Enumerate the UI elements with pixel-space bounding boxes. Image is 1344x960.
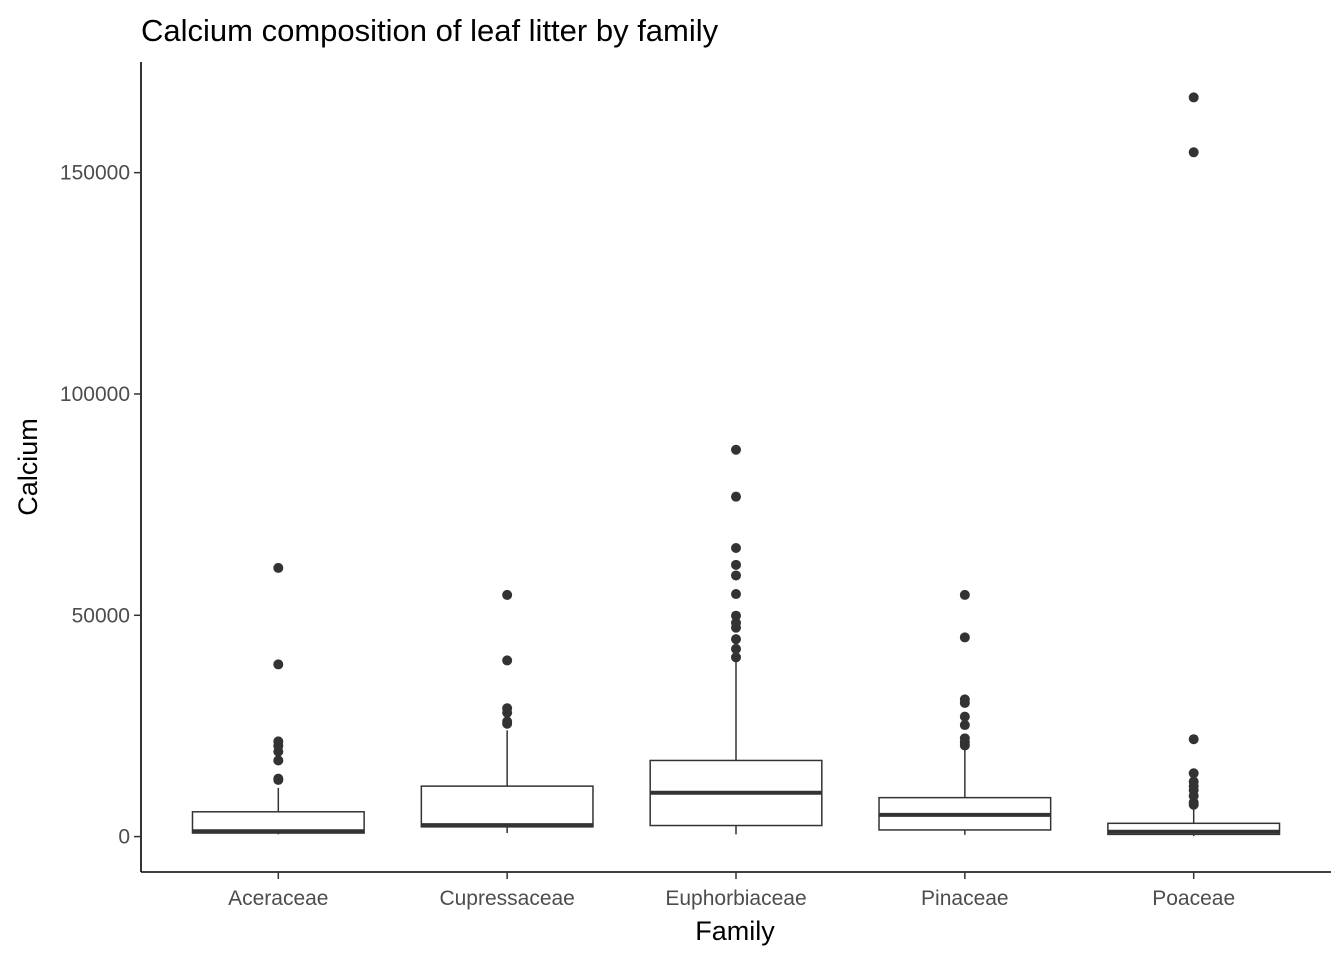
outlier-point: [959, 694, 970, 705]
box-cupressaceae: [420, 589, 594, 834]
outlier-point: [273, 755, 284, 766]
box-aceraceae: [191, 562, 365, 835]
outlier-point: [959, 720, 970, 731]
outlier-point: [959, 589, 970, 600]
outlier-point: [502, 716, 513, 727]
outlier-point: [273, 562, 284, 573]
outlier-point: [731, 543, 741, 553]
outlier-point: [731, 652, 741, 663]
outlier-point: [731, 634, 741, 645]
outlier-point: [273, 659, 284, 670]
y-tick-label: 0: [118, 826, 130, 849]
x-tick-label: Aceraceae: [228, 887, 328, 910]
outlier-point: [731, 617, 741, 628]
y-axis-title: Calcium: [13, 418, 43, 516]
outlier-point: [1188, 147, 1199, 158]
box-pinaceae: [878, 589, 1052, 835]
outlier-point: [502, 703, 513, 714]
outlier-point: [502, 655, 513, 666]
outlier-point: [731, 643, 741, 654]
outlier-point: [731, 610, 741, 621]
x-tick-label: Euphorbiaceae: [665, 887, 806, 910]
outlier-point: [731, 570, 741, 581]
y-axis-ticks: 0 50000 100000 150000: [60, 162, 141, 849]
outlier-point: [959, 711, 970, 722]
y-tick-label: 50000: [72, 604, 130, 627]
outlier-point: [502, 589, 513, 600]
outlier-point: [1188, 776, 1199, 787]
y-tick-label: 150000: [60, 162, 130, 185]
outlier-point: [731, 491, 741, 502]
x-axis-title: Family: [695, 916, 775, 946]
outlier-point: [959, 632, 970, 643]
x-axis-ticks: Aceraceae Cupressaceae Euphorbiaceae Pinace…: [228, 872, 1235, 910]
chart-title: Calcium composition of leaf litter by fa…: [141, 13, 719, 48]
y-tick-label: 100000: [60, 383, 130, 406]
iqr-box: [1107, 822, 1281, 836]
outlier-point: [273, 736, 284, 747]
iqr-box: [420, 785, 594, 828]
outlier-point: [1188, 768, 1199, 779]
plot-area: [191, 92, 1281, 837]
x-tick-label: Pinaceae: [921, 887, 1009, 910]
outlier-point: [731, 444, 741, 455]
outlier-point: [273, 773, 284, 784]
box-poaceae: [1107, 92, 1281, 837]
x-tick-label: Cupressaceae: [439, 887, 574, 910]
outlier-point: [1188, 734, 1199, 745]
outlier-point: [731, 559, 741, 570]
outlier-point: [959, 733, 970, 744]
outlier-point: [1188, 92, 1199, 103]
box-euphorbiaceae: [649, 444, 823, 835]
x-tick-label: Poaceae: [1152, 887, 1235, 910]
outlier-point: [731, 589, 741, 600]
